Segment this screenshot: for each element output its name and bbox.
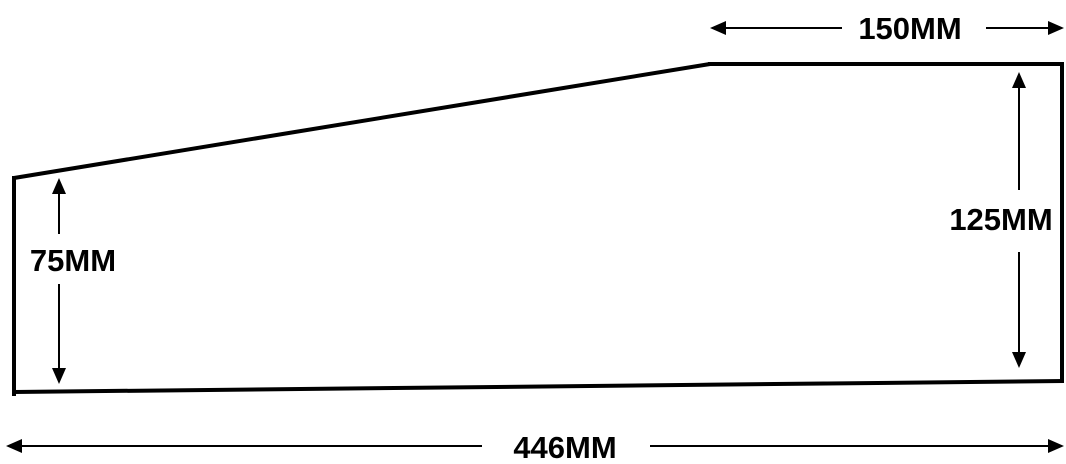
bottom-edge: [13, 379, 1065, 394]
right-dimension-label: 125MM: [949, 202, 1052, 237]
left-dimension: 75MM: [30, 178, 116, 384]
left-dimension-label: 75MM: [30, 243, 116, 278]
sloped-top-edge: [13, 62, 711, 180]
left-dimension-top-arrow: [52, 178, 66, 194]
right-dimension-top-arrow: [1012, 72, 1026, 88]
top-dimension: 150MM: [710, 11, 1064, 46]
left-dimension-bottom-arrow: [52, 368, 66, 384]
bottom-dimension-right-arrow: [1048, 439, 1064, 453]
top-dimension-label: 150MM: [858, 11, 961, 46]
shape-outline: [12, 62, 1065, 396]
right-dimension: 125MM: [949, 72, 1053, 368]
bottom-dimension: 446MM: [6, 430, 1064, 464]
bottom-dimension-label: 446MM: [513, 430, 616, 464]
bottom-dimension-left-arrow: [6, 439, 22, 453]
top-dimension-left-arrow: [710, 21, 726, 35]
right-dimension-bottom-arrow: [1012, 352, 1026, 368]
top-dimension-right-arrow: [1048, 21, 1064, 35]
